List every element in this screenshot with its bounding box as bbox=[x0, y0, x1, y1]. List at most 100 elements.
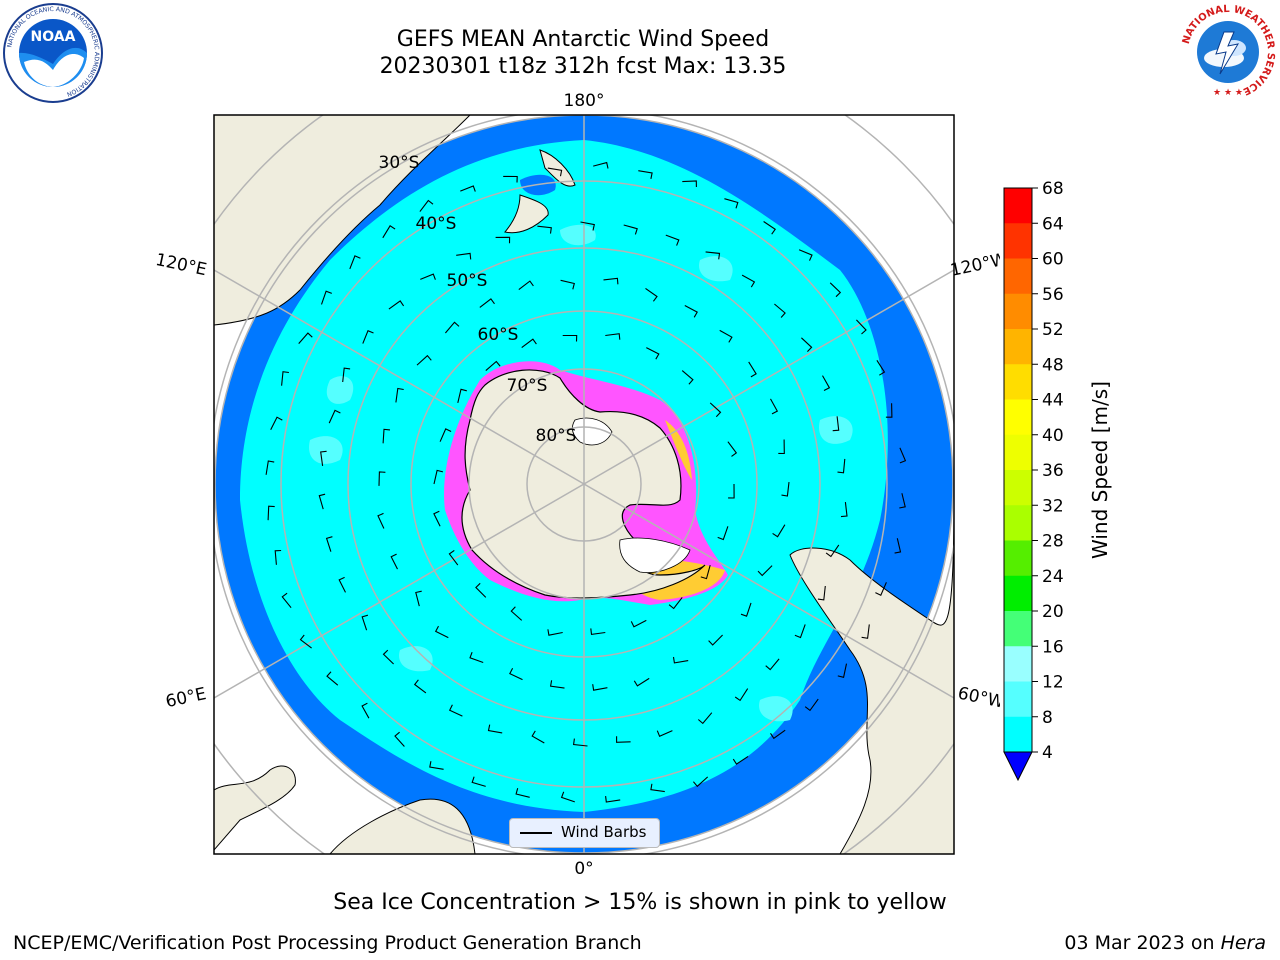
wind-barb bbox=[645, 287, 658, 302]
wind-barb bbox=[562, 334, 578, 342]
wind-barb bbox=[298, 332, 313, 344]
footer-host: Hera bbox=[1220, 932, 1266, 954]
wind-barb bbox=[382, 649, 394, 665]
wind-barb bbox=[748, 361, 757, 378]
wind-barb bbox=[475, 582, 487, 598]
wind-barb bbox=[894, 538, 902, 554]
wind-barb bbox=[281, 371, 289, 386]
colorbar-extend-arrow bbox=[1003, 751, 1033, 782]
wind-barb bbox=[270, 416, 283, 430]
wind-barb bbox=[388, 300, 405, 310]
colorbar-tick-label: 64 bbox=[1042, 214, 1064, 234]
wind-barb bbox=[709, 402, 722, 418]
legend-label: Wind Barbs bbox=[561, 823, 647, 841]
wind-barb bbox=[646, 347, 660, 360]
wind-barb bbox=[479, 298, 495, 308]
legend-barb-line bbox=[520, 832, 552, 834]
wind-barb bbox=[837, 663, 848, 678]
colorbar-tick-label: 8 bbox=[1042, 708, 1053, 728]
wind-barb bbox=[630, 619, 647, 628]
wind-barb bbox=[560, 279, 575, 290]
colorbar-tick-label: 44 bbox=[1042, 391, 1064, 411]
lat-label-80s: 80°S bbox=[536, 426, 577, 446]
wind-barb bbox=[682, 180, 697, 188]
wind-barb bbox=[547, 167, 563, 177]
wind-barb bbox=[547, 629, 563, 636]
colorbar-tick-label: 52 bbox=[1042, 320, 1064, 340]
wind-barb bbox=[531, 730, 545, 744]
colorbar-label: Wind Speed [m/s] bbox=[1088, 381, 1112, 559]
wind-barb bbox=[668, 597, 683, 610]
wind-barb bbox=[605, 333, 621, 340]
wind-barb bbox=[681, 370, 694, 385]
colorbar-segment bbox=[1004, 611, 1032, 647]
wind-barb bbox=[817, 585, 826, 601]
wind-barb bbox=[692, 776, 709, 788]
wind-barb bbox=[382, 225, 396, 239]
wind-barb bbox=[822, 375, 831, 391]
wind-barb bbox=[665, 234, 680, 246]
wind-barb bbox=[875, 582, 887, 596]
wind-barb bbox=[825, 544, 840, 558]
wind-barb bbox=[419, 199, 434, 212]
wind-barb bbox=[763, 221, 776, 235]
colorbar-segment bbox=[1004, 716, 1032, 753]
wind-barb bbox=[460, 185, 476, 192]
wind-barb bbox=[518, 280, 534, 291]
sea-ice-caption: Sea Ice Concentration > 15% is shown in … bbox=[333, 890, 947, 915]
wind-barb bbox=[361, 614, 369, 631]
wind-barb bbox=[299, 634, 312, 649]
wind-barb bbox=[774, 303, 786, 318]
wind-barb bbox=[342, 367, 351, 383]
wind-barb bbox=[593, 161, 609, 169]
lon-label-120w: 120°W bbox=[949, 249, 1000, 281]
wind-barbs bbox=[265, 161, 907, 803]
lon-label-120e: 120°E bbox=[154, 250, 209, 280]
nws-logo: NATIONAL WEATHER SERVICE ★ ★ ★ bbox=[1180, 4, 1276, 100]
wind-barb bbox=[605, 796, 621, 803]
wind-barb bbox=[318, 493, 326, 510]
wind-barb bbox=[378, 471, 386, 486]
colorbar-segment bbox=[1004, 188, 1032, 224]
wind-barb bbox=[469, 652, 484, 664]
map: 180° 0° 120°E 120°W 60°E 60°W 30°S 40°S … bbox=[154, 91, 1000, 879]
wind-barb bbox=[829, 282, 842, 298]
colorbar-segment bbox=[1004, 505, 1032, 541]
colorbar-tick-label: 32 bbox=[1042, 496, 1064, 516]
wind-barb bbox=[623, 224, 638, 235]
colorbar-segment bbox=[1004, 681, 1032, 718]
wind-barb bbox=[778, 439, 785, 455]
colorbar-segment bbox=[1004, 434, 1032, 471]
wind-barb bbox=[633, 677, 650, 687]
wind-barb bbox=[362, 329, 374, 344]
wind-barb bbox=[804, 698, 819, 712]
wind-barb bbox=[509, 667, 523, 681]
wind-barb bbox=[439, 428, 452, 442]
colorbar-segment bbox=[1004, 293, 1032, 330]
noaa-logo-text: NOAA bbox=[31, 29, 76, 45]
wind-barb bbox=[265, 460, 275, 475]
footer-date-text: 03 Mar 2023 on bbox=[1064, 932, 1221, 954]
wind-barb bbox=[390, 553, 398, 570]
wind-barb bbox=[638, 170, 653, 180]
footer-date: 03 Mar 2023 on Hera bbox=[1064, 932, 1266, 954]
wind-barb bbox=[448, 704, 463, 717]
wind-barb bbox=[510, 606, 523, 621]
colorbar-tick-label: 60 bbox=[1042, 250, 1064, 270]
colorbar-tick-label: 56 bbox=[1042, 285, 1064, 305]
wind-barb bbox=[471, 776, 486, 787]
wind-barb bbox=[837, 458, 846, 474]
lat-label-30s: 30°S bbox=[379, 153, 420, 173]
wind-barb bbox=[281, 592, 292, 609]
wind-barb bbox=[840, 502, 848, 518]
colorbar-segment bbox=[1004, 540, 1032, 577]
wind-barb bbox=[656, 730, 673, 738]
wind-barb bbox=[444, 321, 460, 334]
lat-label-50s: 50°S bbox=[447, 271, 488, 291]
colorbar-segment bbox=[1004, 399, 1032, 436]
wind-barb bbox=[781, 482, 790, 497]
wind-barb bbox=[876, 360, 886, 376]
svg-text:★ ★ ★: ★ ★ ★ bbox=[1213, 88, 1243, 98]
map-legend: Wind Barbs bbox=[509, 818, 660, 848]
wind-barb bbox=[420, 273, 436, 280]
